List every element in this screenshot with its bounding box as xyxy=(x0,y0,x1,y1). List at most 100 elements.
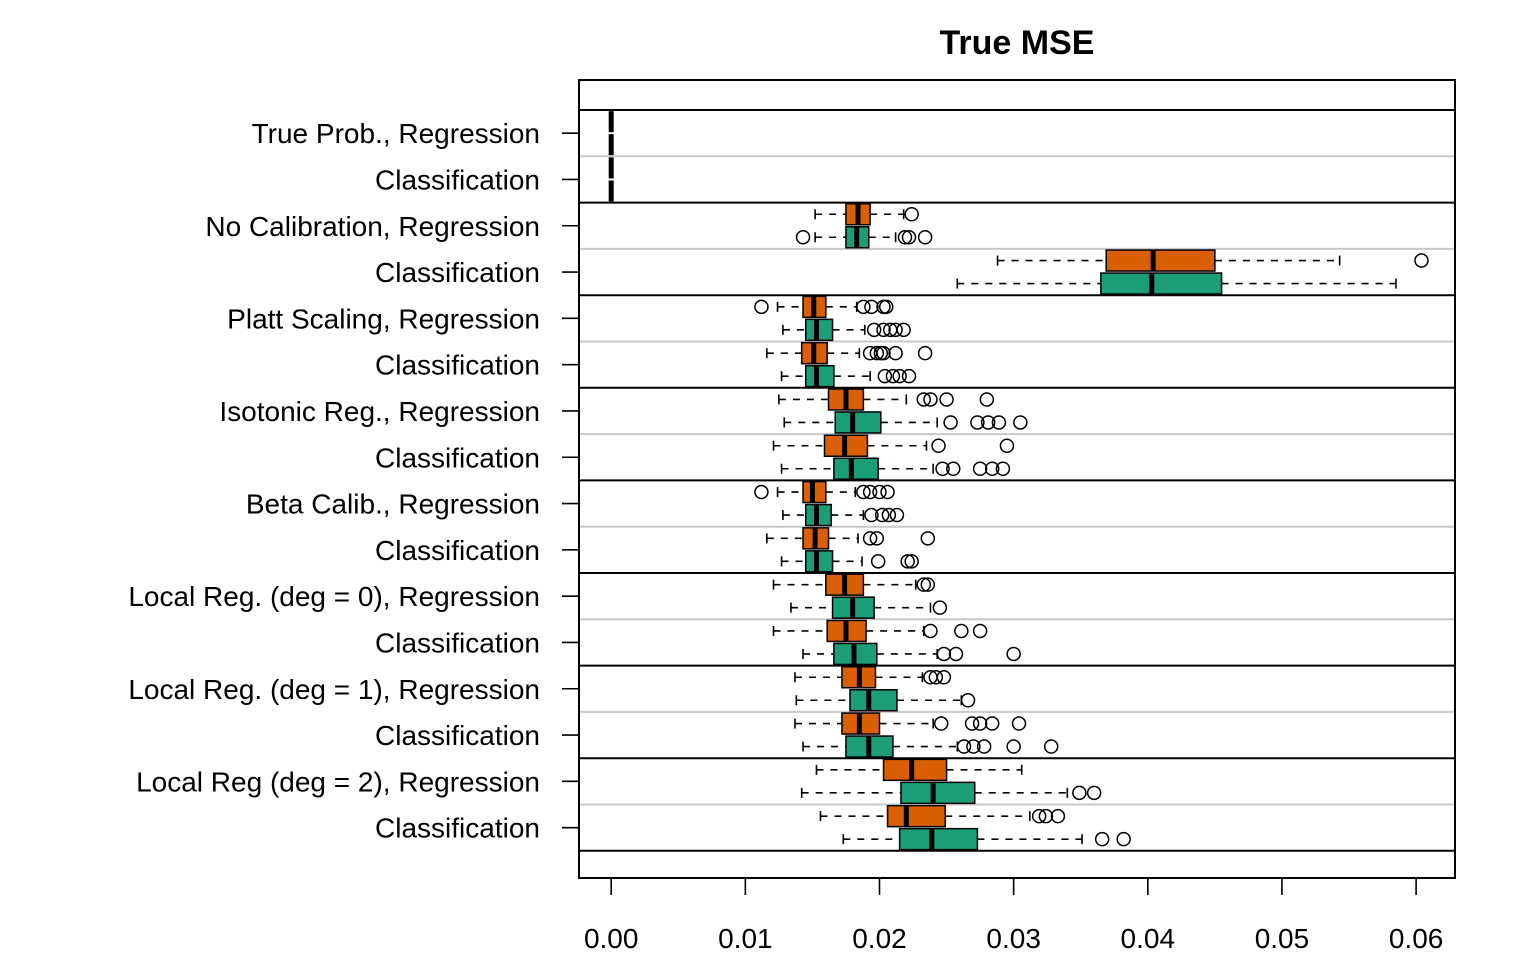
outlier-point xyxy=(966,739,981,754)
box-group xyxy=(794,712,1059,758)
box-iqr xyxy=(804,550,834,573)
box-iqr xyxy=(804,364,835,388)
outlier-point xyxy=(856,484,871,500)
box-iqr xyxy=(1105,249,1216,272)
outlier-point xyxy=(972,623,988,639)
box-iqr xyxy=(900,781,976,805)
outlier-point xyxy=(917,230,933,245)
outlier-point xyxy=(923,623,938,639)
outlier-point xyxy=(916,577,932,592)
outlier-point xyxy=(885,368,901,384)
outlier-point xyxy=(991,415,1007,430)
outlier-point xyxy=(931,438,946,453)
y-tick-label: Classification xyxy=(375,350,540,381)
outlier-point xyxy=(896,322,911,338)
outlier-point xyxy=(754,299,769,315)
y-tick-label: Local Reg. (deg = 0), Regression xyxy=(128,581,540,612)
box-group xyxy=(766,341,933,388)
outlier-point xyxy=(862,484,878,500)
y-tick-label: Classification xyxy=(375,257,540,288)
outlier-point xyxy=(1086,785,1102,801)
outlier-point xyxy=(956,739,972,754)
outlier-point xyxy=(888,322,903,338)
outlier-point xyxy=(935,461,950,476)
box-group xyxy=(956,249,1429,295)
y-tick-label: True Prob., Regression xyxy=(252,118,540,149)
box-group xyxy=(772,573,948,619)
outlier-point xyxy=(1038,808,1054,824)
x-tick-label: 0.02 xyxy=(852,923,907,954)
box-group xyxy=(772,434,1015,480)
outlier-point xyxy=(901,368,917,384)
chart-title: True MSE xyxy=(940,24,1095,62)
outlier-point xyxy=(1116,831,1131,847)
outlier-point xyxy=(980,415,996,430)
outlier-point xyxy=(1013,415,1028,430)
outlier-point xyxy=(889,507,905,523)
y-tick-label: No Calibration, Regression xyxy=(205,211,540,242)
outlier-point xyxy=(888,345,903,361)
outlier-point xyxy=(964,716,980,731)
outlier-point xyxy=(869,531,885,546)
outlier-point xyxy=(880,484,895,500)
outlier-point xyxy=(856,299,871,315)
outlier-point xyxy=(1006,739,1021,754)
outlier-point xyxy=(904,554,919,569)
outlier-point xyxy=(1006,646,1021,662)
outlier-point xyxy=(972,461,988,476)
outlier-point xyxy=(984,461,1000,476)
y-tick-label: Local Reg (deg = 2), Regression xyxy=(136,766,540,797)
outlier-point xyxy=(876,322,891,338)
outlier-point xyxy=(864,507,879,523)
box-iqr xyxy=(1100,272,1223,295)
box-iqr xyxy=(882,758,948,782)
outlier-point xyxy=(1031,808,1047,824)
outlier-point xyxy=(1094,831,1110,847)
box-group xyxy=(754,295,911,342)
outlier-point xyxy=(904,207,919,222)
y-tick-label: Classification xyxy=(375,535,540,566)
outlier-point xyxy=(1011,716,1027,731)
outlier-point xyxy=(936,670,952,685)
y-tick-label: Classification xyxy=(375,813,540,844)
outlier-point xyxy=(939,392,954,407)
outlier-point xyxy=(972,716,988,731)
outlier-point xyxy=(920,577,936,592)
outlier-point xyxy=(881,507,897,523)
outlier-point xyxy=(932,600,948,615)
box-iqr xyxy=(898,827,979,851)
outlier-point xyxy=(1414,253,1429,268)
box-iqr xyxy=(849,689,898,712)
outlier-point xyxy=(917,345,933,361)
box-group xyxy=(800,758,1102,805)
box-group xyxy=(819,804,1131,851)
outlier-point xyxy=(943,415,958,430)
x-tick-label: 0.04 xyxy=(1121,923,1176,954)
outlier-point xyxy=(866,322,882,338)
outlier-point xyxy=(976,739,992,754)
x-tick-label: 0.05 xyxy=(1255,923,1310,954)
outlier-point xyxy=(999,438,1015,453)
outlier-point xyxy=(872,484,887,500)
y-tick-label: Classification xyxy=(375,442,540,473)
box-group xyxy=(754,480,905,527)
y-tick-label: Local Reg. (deg = 1), Regression xyxy=(128,674,540,705)
x-tick-label: 0.06 xyxy=(1389,923,1444,954)
outlier-point xyxy=(979,392,995,407)
x-tick-label: 0.01 xyxy=(718,923,773,954)
x-tick-label: 0.00 xyxy=(584,923,639,954)
outlier-point xyxy=(874,507,890,523)
outlier-point xyxy=(878,299,894,315)
outlier-point xyxy=(900,554,915,569)
outlier-point xyxy=(928,670,944,685)
box-group xyxy=(766,527,936,573)
outlier-point xyxy=(877,368,893,384)
outlier-point xyxy=(862,531,878,546)
outlier-point xyxy=(984,716,1000,731)
box-group xyxy=(794,666,976,712)
box-iqr xyxy=(804,318,834,342)
outlier-point xyxy=(933,716,949,731)
outlier-point xyxy=(920,531,936,546)
outlier-point xyxy=(916,392,932,407)
outlier-point xyxy=(946,461,961,476)
